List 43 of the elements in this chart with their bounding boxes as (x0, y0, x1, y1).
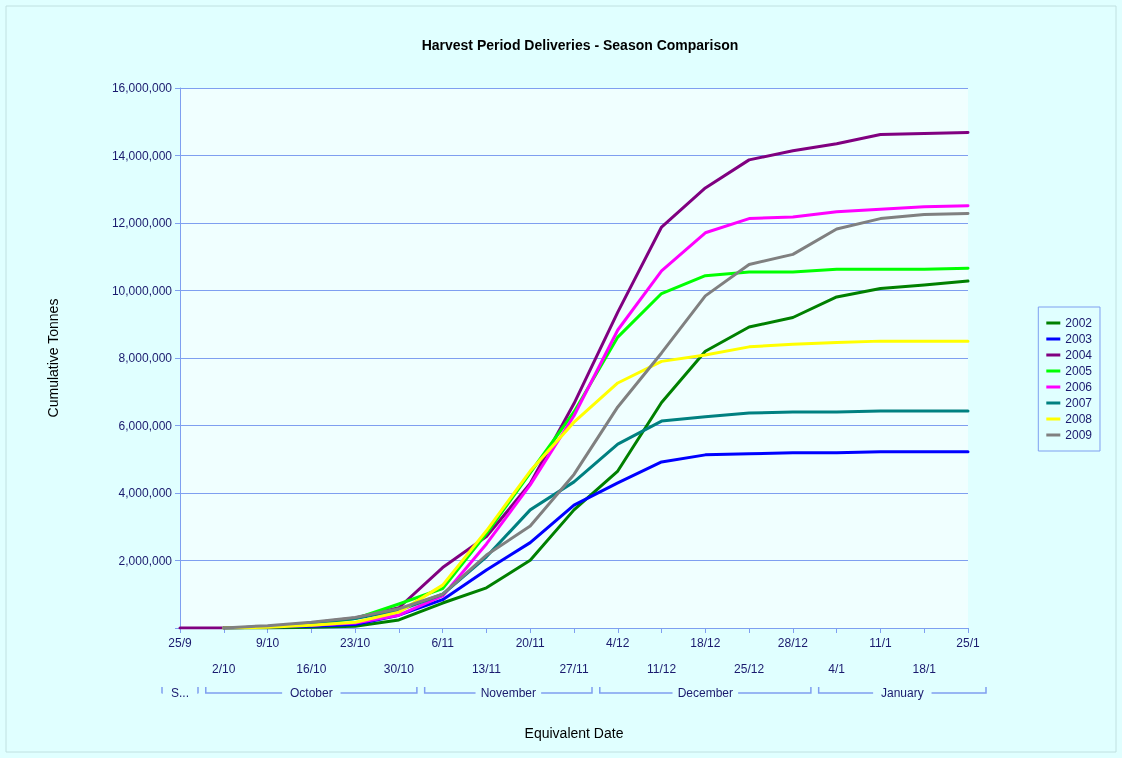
y-tick-label: 4,000,000 (118, 486, 173, 500)
legend-label: 2009 (1065, 428, 1093, 442)
legend-label: 2008 (1065, 412, 1093, 426)
x-tick-label: 9/10 (255, 635, 280, 650)
x-tick-label: 18/1 (912, 661, 937, 676)
x-tick-label: 4/1 (828, 661, 846, 676)
x-tick-label: 25/12 (734, 661, 765, 676)
x-tick-label: 4/12 (606, 635, 630, 650)
y-tick-label: 16,000,000 (111, 81, 173, 95)
text: January (880, 686, 924, 700)
x-tick-label: 2/10 (212, 661, 236, 676)
text: December (677, 686, 734, 700)
legend-label: 2003 (1065, 332, 1093, 346)
x-tick-label: 11/1 (869, 635, 892, 650)
y-tick-label: 2,000,000 (118, 553, 173, 568)
legend-label: 2002 (1065, 316, 1093, 330)
x-tick-label: 25/9 (168, 635, 192, 650)
text: November (480, 686, 537, 700)
x-tick-label: 20/11 (515, 635, 546, 650)
x-tick-label: 27/11 (559, 661, 589, 676)
x-axis-title: Equivalent Date (524, 725, 624, 741)
text: October (289, 686, 333, 700)
x-tick-label: 25/1 (956, 635, 980, 650)
x-tick-label: 13/11 (471, 661, 502, 676)
x-tick-label: 11/12 (646, 661, 677, 676)
legend-label: 2006 (1065, 380, 1093, 394)
y-tick-label: 8,000,000 (118, 351, 173, 365)
x-tick-label: 23/10 (340, 635, 371, 650)
legend-label: 2004 (1065, 348, 1093, 362)
x-tick-label: 16/10 (296, 661, 327, 676)
x-tick-label: 6/11 (431, 635, 455, 650)
y-axis-title: Cumulative Tonnes (45, 298, 61, 418)
x-tick-label: 30/10 (383, 661, 415, 676)
y-tick-label: 14,000,000 (111, 148, 173, 163)
chart-title: Harvest Period Deliveries - Season Comparison (421, 37, 739, 53)
y-tick-label: 10,000,000 (111, 283, 173, 298)
x-tick-label: 18/12 (690, 635, 721, 650)
y-tick-label: 6,000,000 (118, 418, 173, 433)
legend-label: 2005 (1065, 364, 1093, 378)
text: S... (170, 686, 190, 700)
legend-label: 2007 (1065, 396, 1093, 410)
x-tick-label: 28/12 (777, 635, 809, 650)
y-tick-label: 12,000,000 (111, 216, 173, 230)
